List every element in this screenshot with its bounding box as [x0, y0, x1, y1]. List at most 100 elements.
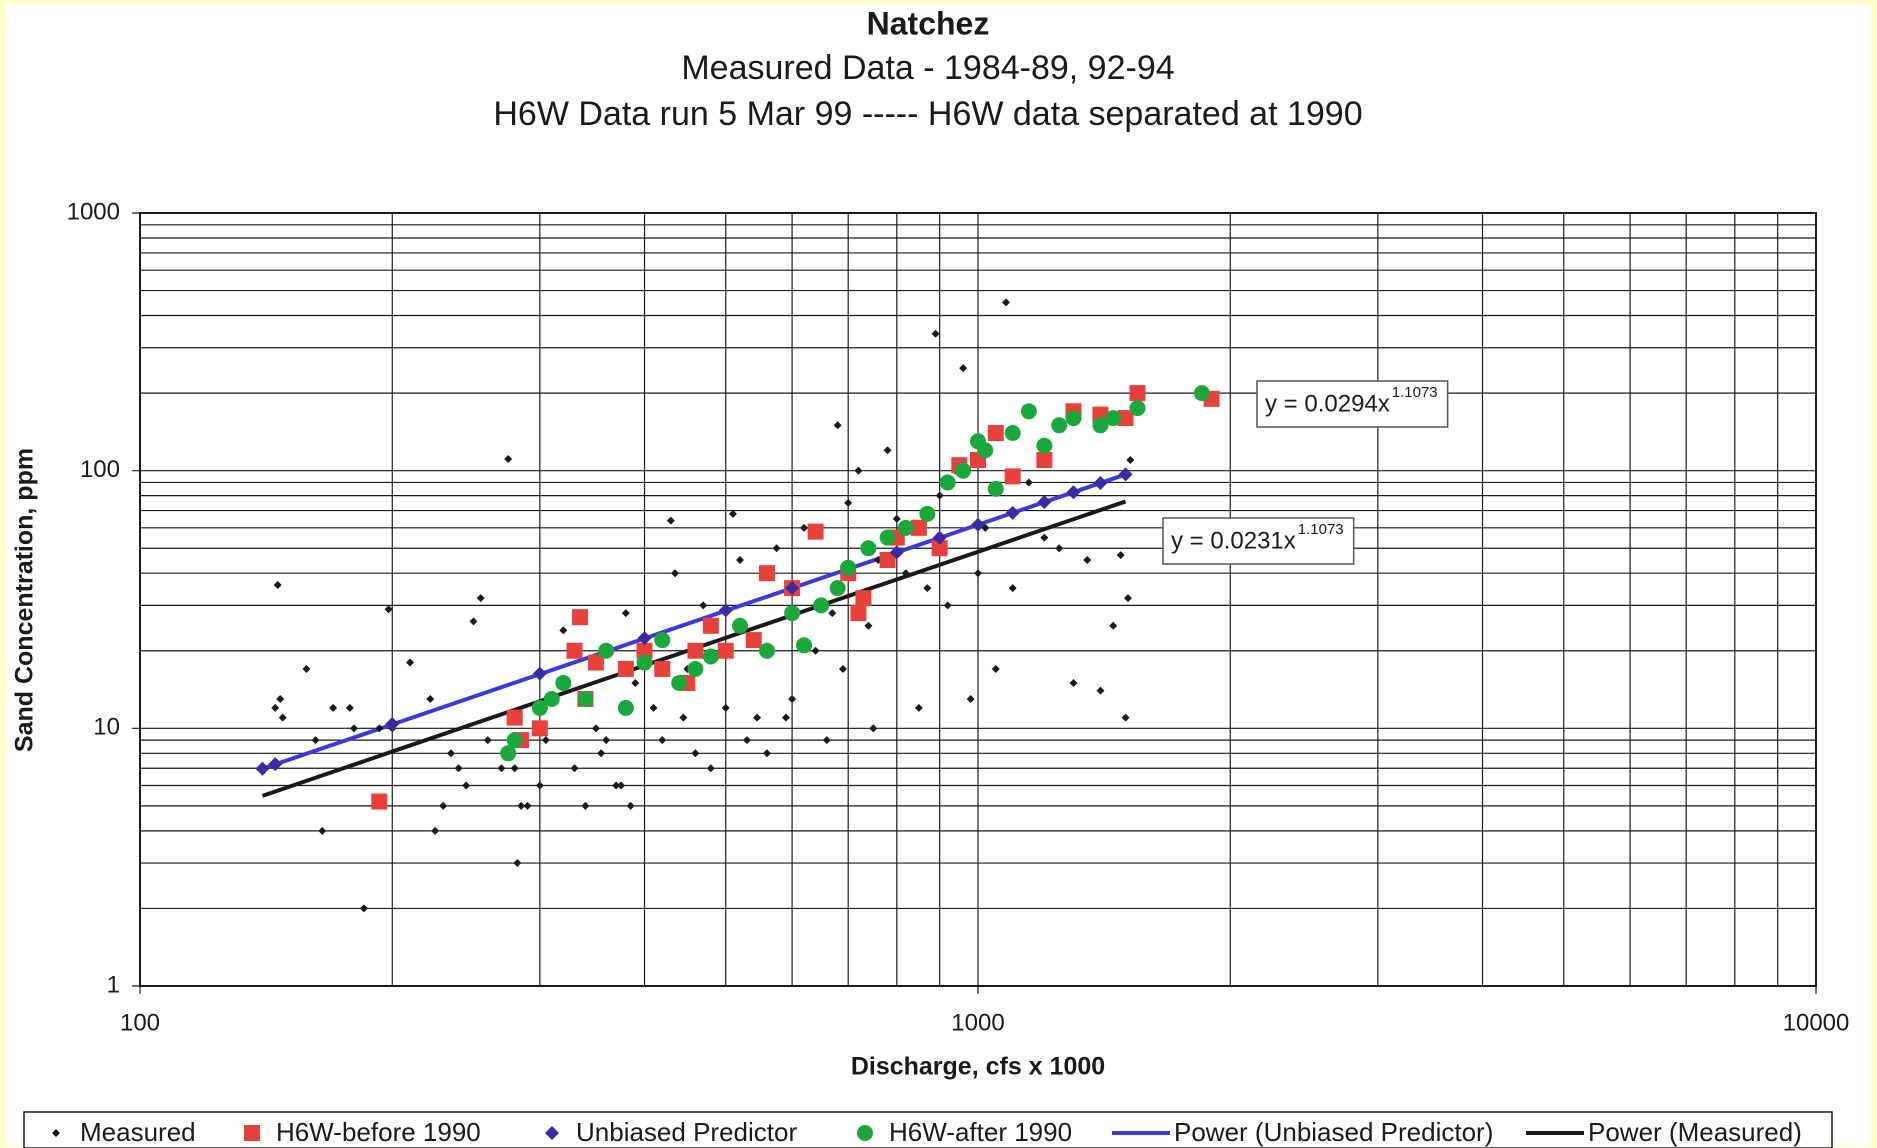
marker-diamond — [385, 716, 400, 731]
marker-diamond — [318, 826, 327, 835]
marker-diamond — [1066, 485, 1081, 500]
marker-diamond — [535, 781, 544, 790]
marker-diamond — [1093, 475, 1108, 490]
marker-diamond — [570, 764, 579, 773]
marker-square — [1129, 385, 1146, 402]
marker-diamond — [591, 724, 600, 733]
marker-diamond — [384, 605, 393, 614]
marker-diamond — [679, 713, 688, 722]
marker-diamond — [699, 601, 708, 610]
marker-square — [855, 590, 872, 607]
marker-diamond — [658, 736, 667, 745]
marker-diamond — [1005, 505, 1020, 520]
marker-diamond — [302, 664, 311, 673]
marker-square — [745, 632, 762, 649]
marker-diamond — [931, 329, 940, 338]
marker-diamond — [854, 466, 863, 475]
marker-circle — [598, 642, 615, 659]
marker-diamond — [513, 859, 522, 868]
annotation-box — [1256, 380, 1449, 428]
annotation: y = 0.0231x 1.1073 — [1162, 517, 1355, 565]
marker-diamond — [736, 556, 745, 565]
marker-diamond — [439, 801, 448, 810]
chart-background — [6, 4, 1871, 1146]
marker-diamond — [504, 454, 513, 463]
marker-diamond — [666, 516, 675, 525]
y-axis-label: Sand Concentration, ppm — [11, 448, 39, 752]
marker-square — [850, 605, 867, 622]
marker-square — [566, 642, 583, 659]
marker-square — [531, 720, 548, 737]
marker-diamond — [1096, 686, 1105, 695]
marker-diamond — [671, 569, 680, 578]
marker-diamond — [469, 617, 478, 626]
marker-diamond — [718, 603, 733, 618]
marker-diamond — [541, 736, 550, 745]
legend-label: Power (Measured) — [1588, 1117, 1802, 1147]
marker-diamond — [991, 664, 1000, 673]
legend-label: Power (Unbiased Predictor) — [1174, 1117, 1493, 1147]
marker-circle — [987, 480, 1004, 497]
legend-marker — [545, 1126, 559, 1140]
annotation-text: y = 0.0231x — [1171, 527, 1296, 554]
marker-square — [879, 552, 896, 569]
legend-label: H6W-after 1990 — [889, 1117, 1072, 1147]
marker-diamond — [889, 545, 904, 560]
marker-diamond — [1116, 551, 1125, 560]
marker-diamond — [559, 626, 568, 635]
marker-circle — [636, 654, 653, 671]
marker-diamond — [532, 666, 547, 681]
marker-circle — [1065, 410, 1082, 427]
marker-square — [1117, 410, 1134, 427]
marker-diamond — [649, 703, 658, 712]
marker-circle — [671, 674, 688, 691]
marker-diamond — [892, 514, 901, 523]
marker-square — [636, 642, 653, 659]
marker-circle — [617, 699, 634, 716]
marker-diamond — [781, 713, 790, 722]
x-tick-label: 10000 — [1783, 1009, 1850, 1036]
marker-diamond — [788, 694, 797, 703]
y-tick-label: 1 — [107, 971, 120, 998]
marker-diamond — [1024, 478, 1033, 487]
chart-subtitle: H6W Data run 5 Mar 99 ----- H6W data sep… — [493, 95, 1362, 133]
annotation-text: y = 0.0294x — [1265, 390, 1390, 417]
marker-diamond — [476, 594, 485, 603]
legend-marker — [52, 1129, 60, 1137]
marker-diamond — [1002, 298, 1011, 307]
marker-diamond — [1126, 456, 1135, 465]
marker-diamond — [268, 757, 283, 772]
marker-diamond — [426, 694, 435, 703]
marker-diamond — [883, 446, 892, 455]
marker-diamond — [1123, 594, 1132, 603]
marker-diamond — [1121, 713, 1130, 722]
marker-diamond — [621, 609, 630, 618]
marker-diamond — [602, 736, 611, 745]
chart-title: Natchez — [867, 5, 990, 41]
marker-diamond — [742, 736, 751, 745]
marker-diamond — [329, 703, 338, 712]
legend-box — [23, 1111, 1833, 1148]
marker-circle — [1092, 417, 1109, 434]
marker-diamond — [581, 801, 590, 810]
x-tick-label: 1000 — [951, 1009, 1004, 1036]
marker-diamond — [811, 646, 820, 655]
marker-diamond — [966, 694, 975, 703]
marker-square — [1004, 468, 1021, 485]
marker-diamond — [637, 631, 652, 646]
chart-subtitle: Measured Data - 1984-89, 92-94 — [681, 49, 1174, 87]
marker-diamond — [617, 781, 626, 790]
marker-diamond — [772, 544, 781, 553]
marker-circle — [577, 690, 594, 707]
marker-diamond — [721, 703, 730, 712]
marker-square — [571, 609, 588, 626]
marker-diamond — [864, 621, 873, 630]
x-axis-label: Discharge, cfs x 1000 — [851, 1053, 1105, 1081]
marker-circle — [702, 648, 719, 665]
annotation: y = 0.0294x 1.1073 — [1256, 380, 1449, 428]
marker-square — [931, 540, 948, 557]
marker-diamond — [631, 678, 640, 687]
marker-diamond — [914, 703, 923, 712]
marker-diamond — [822, 736, 831, 745]
